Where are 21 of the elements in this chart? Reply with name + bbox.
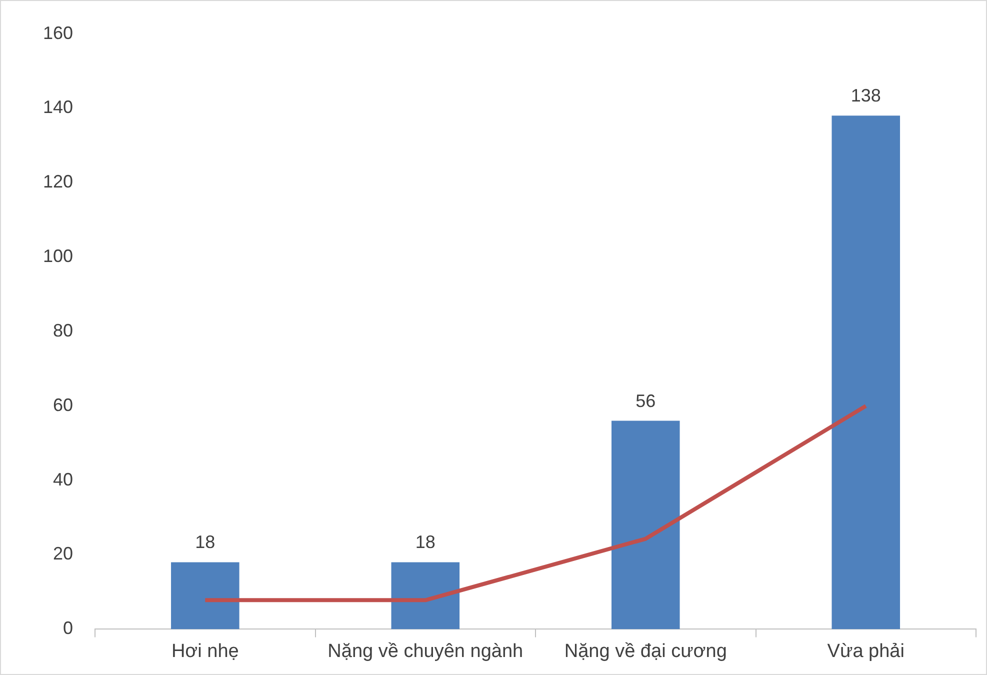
data-label: 56 [636, 390, 656, 411]
y-tick-label: 160 [42, 22, 74, 43]
x-tick-label: Hơi nhẹ [171, 640, 239, 662]
y-tick-label: 100 [42, 246, 74, 266]
bar [612, 420, 680, 630]
x-tick-label: Nặng về chuyên ngành [328, 640, 524, 662]
y-tick-label: 140 [42, 97, 74, 118]
bar [171, 562, 240, 630]
x-tick-label: Nặng về đại cương [564, 640, 727, 662]
y-tick-label: 0 [63, 618, 74, 638]
y-tick-label: 20 [53, 544, 74, 564]
data-label: 18 [415, 532, 436, 552]
data-label: 138 [850, 86, 881, 106]
bar [391, 562, 460, 630]
y-tick-label: 80 [53, 320, 74, 340]
y-tick-label: 60 [53, 394, 74, 415]
y-tick-label: 40 [53, 469, 74, 490]
data-label: 18 [195, 532, 216, 552]
bar [832, 116, 900, 630]
x-tick-label: Vừa phải [827, 640, 904, 662]
y-tick-label: 120 [42, 172, 74, 192]
